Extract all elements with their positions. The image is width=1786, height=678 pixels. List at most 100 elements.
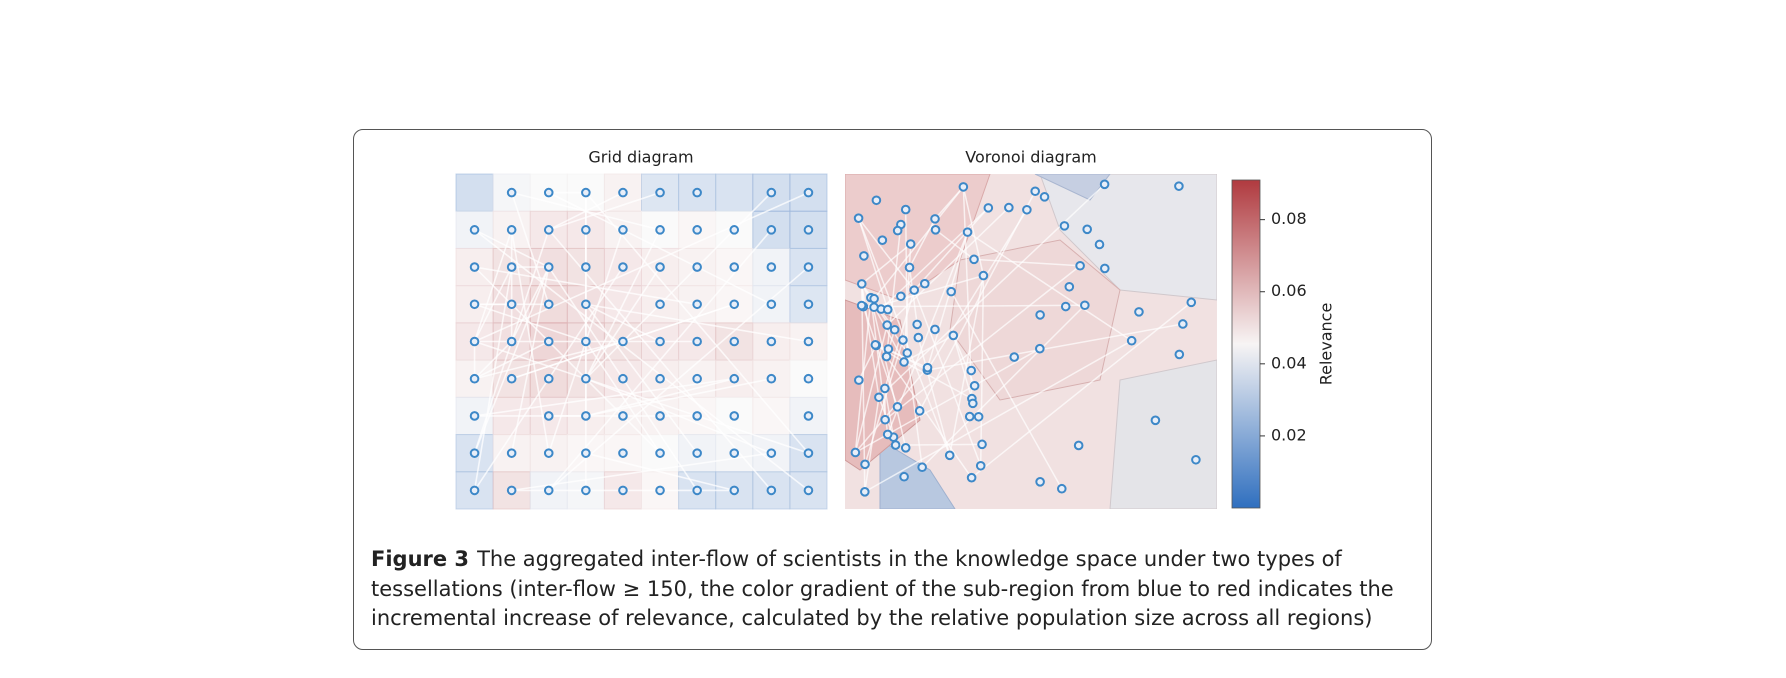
colorbar-tick-label: 0.06 <box>1271 281 1307 300</box>
node <box>1126 335 1137 346</box>
node <box>506 262 517 272</box>
node <box>729 448 740 458</box>
figure-box <box>353 129 1432 650</box>
node <box>948 330 959 341</box>
node <box>870 340 881 350</box>
node <box>1009 352 1020 362</box>
node <box>860 487 870 497</box>
caption-text: The aggregated inter-flow of scientists … <box>371 547 1394 630</box>
node <box>618 448 628 458</box>
flow-edge <box>861 283 866 492</box>
flow-edge <box>864 397 880 492</box>
node <box>912 319 922 330</box>
node <box>803 448 814 458</box>
node <box>469 225 480 235</box>
colorbar-tick-label: 0.08 <box>1271 209 1307 228</box>
colorbar-label: Relevance <box>1317 303 1336 386</box>
node <box>1059 221 1070 231</box>
node <box>581 411 591 421</box>
node <box>962 227 973 237</box>
node <box>469 262 480 272</box>
flow-edge <box>904 209 909 353</box>
node <box>1035 310 1045 320</box>
node <box>766 262 777 272</box>
node <box>581 373 591 384</box>
flow-edge <box>585 303 661 343</box>
flow-edge <box>952 335 973 399</box>
node <box>1035 343 1045 354</box>
node <box>968 398 978 409</box>
flow-edge <box>973 258 1081 267</box>
node <box>581 225 591 235</box>
flow-edge <box>548 191 624 231</box>
flow-edge <box>585 303 698 454</box>
flow-edge <box>913 289 982 467</box>
node <box>506 187 517 198</box>
node <box>882 429 893 440</box>
node <box>946 286 956 297</box>
node <box>469 373 480 384</box>
node <box>880 383 890 394</box>
node <box>914 406 925 416</box>
flow-edge <box>884 265 1081 421</box>
flow-edge <box>511 452 772 492</box>
node <box>729 262 740 272</box>
node <box>1075 260 1085 271</box>
node <box>1186 297 1197 308</box>
flow-edge <box>863 304 1085 308</box>
flow-edge <box>854 324 888 453</box>
node <box>803 485 814 496</box>
node <box>930 324 940 335</box>
node <box>766 485 777 496</box>
node <box>919 278 930 289</box>
flow-edge <box>854 297 872 453</box>
node <box>850 447 861 458</box>
node <box>902 348 913 358</box>
flow-edge <box>950 291 1063 490</box>
node <box>581 187 591 198</box>
flow-edge <box>873 274 984 308</box>
node <box>469 299 480 310</box>
flow-edge <box>474 340 624 380</box>
node <box>853 213 864 223</box>
panel-title: Voronoi diagram <box>965 148 1097 167</box>
flow-edge <box>857 217 915 291</box>
flow-edge <box>885 356 973 479</box>
node <box>966 365 977 376</box>
node <box>1004 202 1014 213</box>
node <box>729 485 740 496</box>
node <box>859 251 869 261</box>
node <box>803 336 814 347</box>
node <box>882 320 892 330</box>
flow-edge <box>934 186 964 220</box>
node <box>543 411 554 421</box>
node <box>909 285 920 295</box>
flow-edge <box>921 304 1086 468</box>
node <box>889 324 900 335</box>
flow-edge <box>548 266 809 491</box>
node <box>803 225 814 235</box>
node <box>692 299 702 310</box>
node <box>543 448 554 458</box>
flow-edge <box>474 340 809 454</box>
node <box>904 262 915 273</box>
node <box>1035 476 1045 487</box>
flow-edge <box>908 218 936 268</box>
node <box>892 225 903 236</box>
node <box>543 187 554 198</box>
node <box>766 373 777 384</box>
node <box>469 448 480 458</box>
node <box>922 362 933 373</box>
node <box>803 262 814 272</box>
node <box>874 392 884 403</box>
node <box>692 448 702 458</box>
node <box>900 443 911 453</box>
node <box>766 299 777 310</box>
flow-edge <box>906 352 923 468</box>
node <box>692 485 702 496</box>
node <box>766 187 777 198</box>
node <box>543 373 554 384</box>
flow-edge <box>926 209 1028 371</box>
